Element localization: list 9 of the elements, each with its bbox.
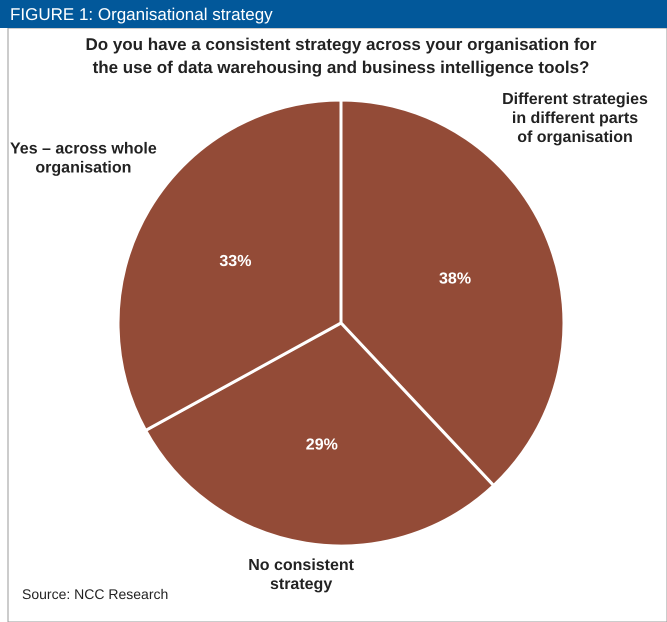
slice-label: No consistent strategy <box>248 556 355 593</box>
data-label: 29% <box>306 436 338 454</box>
data-label: 33% <box>219 253 252 270</box>
source-note: Source: NCC Research <box>22 586 168 602</box>
chart-title: FIGURE 1: Organisational strategy <box>10 5 274 24</box>
slice-label: Yes – across whole organisation <box>10 140 157 177</box>
slice-label: Different strategies in different parts of organisation <box>502 91 648 146</box>
chart-subtitle: Do you have a consistent strategy across your organisation for the use of data warehousing and business intelligence tools? <box>85 35 597 77</box>
data-label: 38% <box>439 270 472 288</box>
